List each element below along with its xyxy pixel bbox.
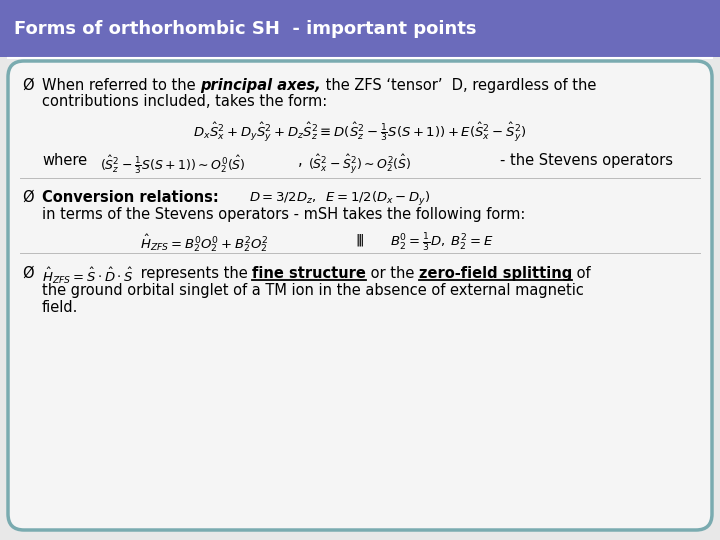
Text: $(\hat{S}_z^2 - \frac{1}{3}S(S+1)) \sim O_2^0(\hat{S})$: $(\hat{S}_z^2 - \frac{1}{3}S(S+1)) \sim … xyxy=(100,153,246,176)
Text: the ground orbital singlet of a TM ion in the absence of external magnetic: the ground orbital singlet of a TM ion i… xyxy=(42,283,584,298)
Text: $\Vert\!\!\Vert$: $\Vert\!\!\Vert$ xyxy=(355,232,364,248)
Text: $D = 3/2D_z,\;\; E = 1/2(D_x - D_y)$: $D = 3/2D_z,\;\; E = 1/2(D_x - D_y)$ xyxy=(248,190,431,208)
Text: Ø: Ø xyxy=(22,190,34,205)
Text: Ø: Ø xyxy=(22,266,34,281)
Text: the ZFS ‘tensor’  D, regardless of the: the ZFS ‘tensor’ D, regardless of the xyxy=(321,78,596,93)
Text: $(\hat{S}_x^2 - \hat{S}_y^2) \sim O_2^2(\hat{S})$: $(\hat{S}_x^2 - \hat{S}_y^2) \sim O_2^2(… xyxy=(308,153,412,177)
Text: ,: , xyxy=(298,153,302,168)
FancyBboxPatch shape xyxy=(0,0,720,57)
FancyBboxPatch shape xyxy=(8,61,712,530)
Text: represents the: represents the xyxy=(135,266,252,281)
Text: Forms of orthorhombic SH  - important points: Forms of orthorhombic SH - important poi… xyxy=(14,20,477,38)
Text: where: where xyxy=(42,153,87,168)
Text: $\hat{H}_{ZFS} = B_2^0 O_2^0 + B_2^2 O_2^2$: $\hat{H}_{ZFS} = B_2^0 O_2^0 + B_2^2 O_2… xyxy=(140,232,269,254)
Text: Ø: Ø xyxy=(22,78,34,93)
Text: zero-field splitting: zero-field splitting xyxy=(419,266,572,281)
Text: principal axes,: principal axes, xyxy=(200,78,321,93)
Text: field.: field. xyxy=(42,300,78,315)
Text: $\hat{H}_{ZFS} = \hat{S} \cdot \hat{D} \cdot \hat{S}$: $\hat{H}_{ZFS} = \hat{S} \cdot \hat{D} \… xyxy=(42,266,134,286)
Text: in terms of the Stevens operators - mSH takes the following form:: in terms of the Stevens operators - mSH … xyxy=(42,207,526,222)
Text: $D_x\hat{S}_x^2 + D_y\hat{S}_y^2 + D_z\hat{S}_z^2 \equiv D(\hat{S}_z^2 - \frac{1: $D_x\hat{S}_x^2 + D_y\hat{S}_y^2 + D_z\h… xyxy=(194,120,526,144)
Text: fine structure: fine structure xyxy=(252,266,366,281)
Text: of: of xyxy=(572,266,590,281)
Text: Conversion relations:: Conversion relations: xyxy=(42,190,219,205)
Text: - the Stevens operators: - the Stevens operators xyxy=(500,153,673,168)
Text: contributions included, takes the form:: contributions included, takes the form: xyxy=(42,94,328,109)
Text: or the: or the xyxy=(366,266,419,281)
Text: When referred to the: When referred to the xyxy=(42,78,200,93)
Text: $B_2^0 = \frac{1}{3}D,\; B_2^2 = E$: $B_2^0 = \frac{1}{3}D,\; B_2^2 = E$ xyxy=(390,232,493,254)
